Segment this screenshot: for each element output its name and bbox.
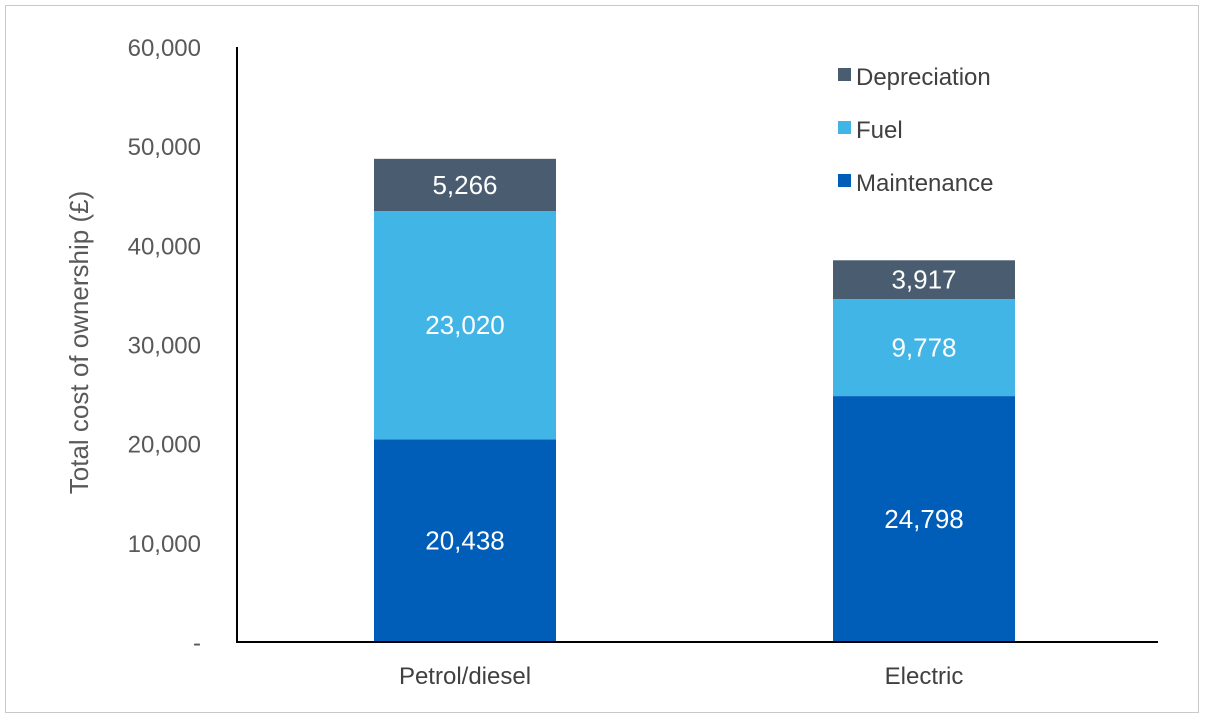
data-label: 20,438 xyxy=(425,526,505,556)
legend-swatch-fuel xyxy=(838,121,851,134)
y-tick-label: 30,000 xyxy=(128,333,201,360)
legend: Depreciation Fuel Maintenance xyxy=(838,64,993,197)
bar-segment-fuel xyxy=(374,211,556,440)
chart-frame: Total cost of ownership (£) - 10,000 20,00… xyxy=(5,5,1199,713)
x-tick-label: Electric xyxy=(885,663,964,690)
bar-segment-fuel xyxy=(833,299,1015,397)
legend-label-depreciation: Depreciation xyxy=(856,64,991,91)
bar-segment-depreciation xyxy=(833,260,1015,300)
y-tick-label: - xyxy=(193,630,201,657)
data-label: 24,798 xyxy=(884,504,964,534)
bar-segment-maintenance xyxy=(833,396,1015,642)
x-tick-label: Petrol/diesel xyxy=(399,663,531,690)
stacked-bar-chart: Total cost of ownership (£) - 10,000 20,00… xyxy=(64,35,1158,690)
y-axis-title: Total cost of ownership (£) xyxy=(64,191,94,494)
data-label: 5,266 xyxy=(432,170,497,200)
legend-swatch-maintenance xyxy=(838,174,851,187)
legend-label-maintenance: Maintenance xyxy=(856,170,993,197)
y-tick-label: 60,000 xyxy=(128,35,201,62)
y-axis-title-group: Total cost of ownership (£) xyxy=(64,191,94,494)
data-label: 3,917 xyxy=(891,265,956,295)
y-tick-label: 40,000 xyxy=(128,233,201,260)
bar-segment-maintenance xyxy=(374,439,556,642)
x-axis-category-labels: Petrol/diesel Electric xyxy=(399,663,963,690)
legend-swatch-depreciation xyxy=(838,68,851,81)
legend-label-fuel: Fuel xyxy=(856,117,903,144)
data-label: 23,020 xyxy=(425,310,505,340)
y-axis-ticks: - 10,000 20,000 30,000 40,000 50,000 60,000 xyxy=(128,35,201,657)
y-tick-label: 20,000 xyxy=(128,432,201,459)
bar-segment-depreciation xyxy=(374,158,556,212)
data-label: 9,778 xyxy=(891,333,956,363)
bars: 20,438 23,020 5,266 24,798 9,778 3,917 xyxy=(374,158,1015,642)
y-tick-label: 10,000 xyxy=(128,531,201,558)
y-tick-label: 50,000 xyxy=(128,134,201,161)
